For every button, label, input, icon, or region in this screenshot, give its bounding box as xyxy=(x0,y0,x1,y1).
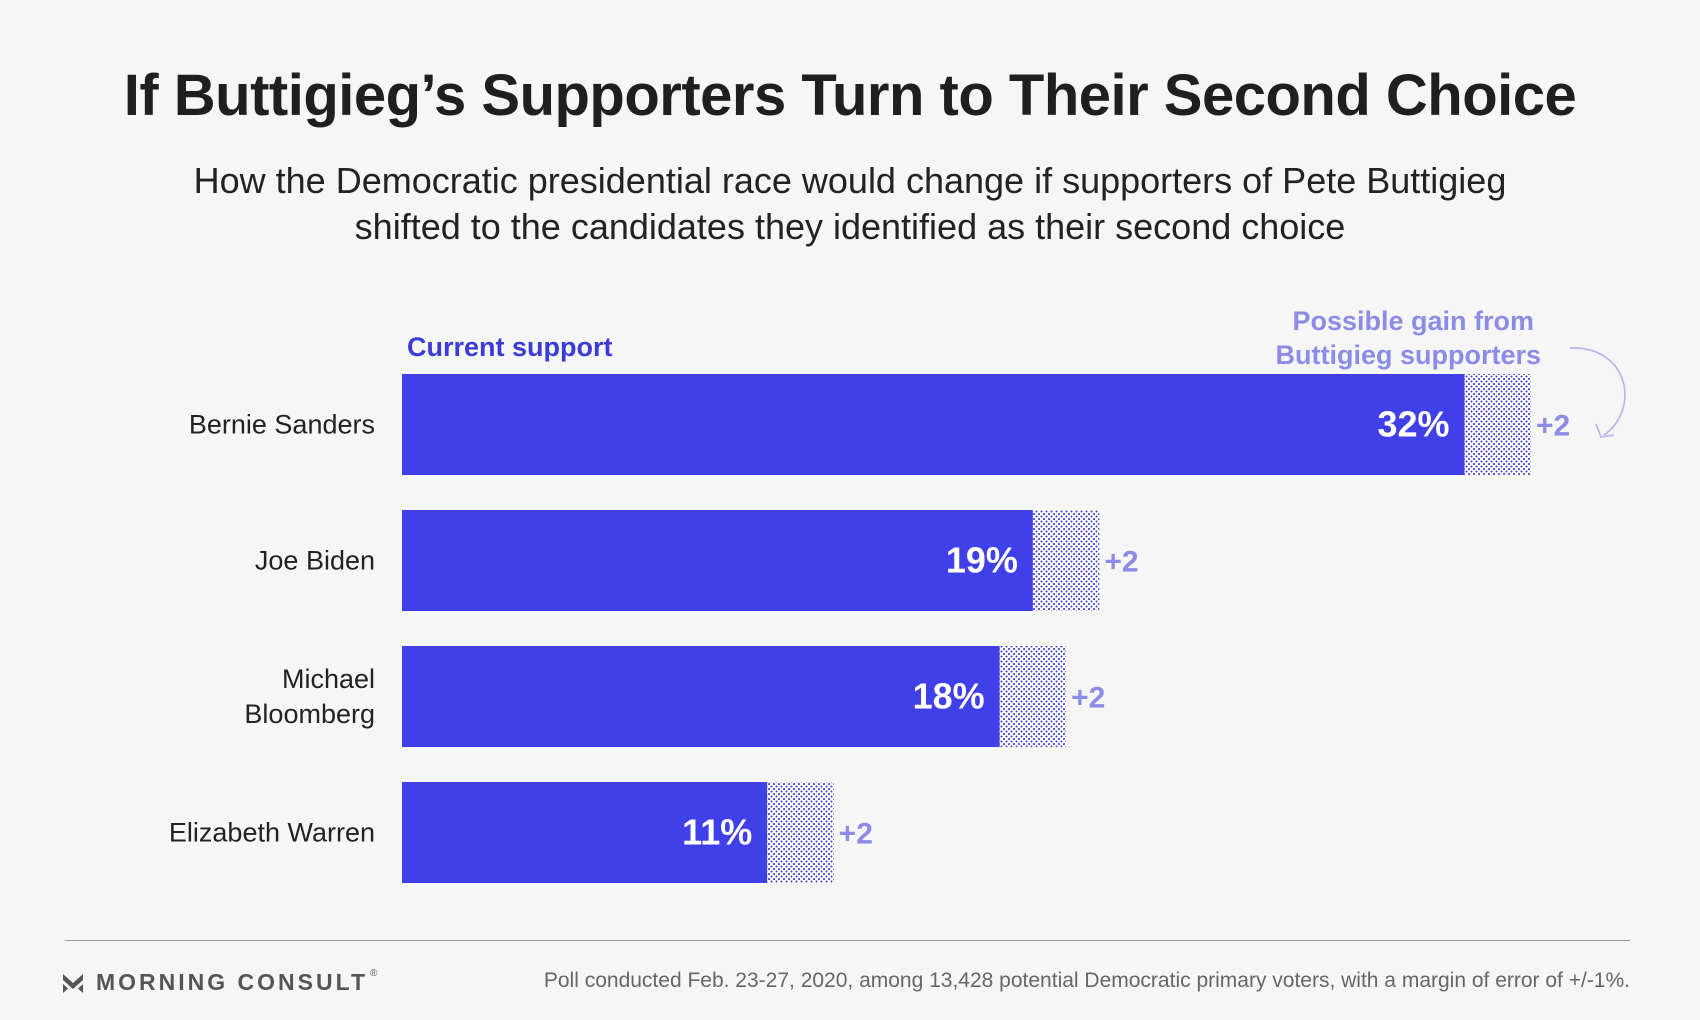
possible-gain-bar xyxy=(999,646,1067,747)
category-label: Joe Biden xyxy=(255,546,375,576)
category-label: Michael Bloomberg xyxy=(244,664,375,729)
legend-arrow xyxy=(1569,347,1626,436)
legend-arrowhead xyxy=(1595,423,1615,438)
possible-gain-bar xyxy=(767,782,834,883)
footer-divider xyxy=(65,940,1630,941)
current-support-bar xyxy=(402,374,1465,475)
possible-gain-value-label: +2 xyxy=(1071,682,1105,715)
source-note: Poll conducted Feb. 23-27, 2020, among 1… xyxy=(543,969,1630,992)
morning-consult-logo: MORNING CONSULT ® xyxy=(62,967,378,995)
chart-subtitle: How the Democratic presidential race wou… xyxy=(193,160,1507,247)
possible-gain-bar xyxy=(1032,510,1100,611)
possible-gain-value-label: +2 xyxy=(839,818,873,851)
current-support-bar xyxy=(402,646,1000,747)
chart-title: If Buttigieg’s Supporters Turn to Their … xyxy=(123,63,1577,128)
current-support-bar xyxy=(402,782,768,883)
legend-gain-line-1: Possible gain from xyxy=(1292,306,1534,336)
category-label: Bernie Sanders xyxy=(189,410,375,440)
logo-trademark: ® xyxy=(370,967,378,979)
current-support-value-label: 32% xyxy=(1378,404,1450,445)
logo-text: MORNING CONSULT xyxy=(96,968,369,995)
category-label: Elizabeth Warren xyxy=(169,818,375,848)
bar-chart: Current support Possible gain from Butti… xyxy=(169,306,1626,883)
current-support-value-label: 18% xyxy=(913,676,985,717)
legend-gain-line-2: Buttigieg supporters xyxy=(1275,340,1541,370)
current-support-value-label: 19% xyxy=(946,540,1018,581)
current-support-value-label: 11% xyxy=(682,812,752,853)
legend-current-support: Current support xyxy=(407,332,613,362)
current-support-bar xyxy=(402,510,1033,611)
morning-consult-m-icon xyxy=(63,974,83,993)
possible-gain-value-label: +2 xyxy=(1536,410,1570,443)
possible-gain-value-label: +2 xyxy=(1104,546,1138,579)
possible-gain-bar xyxy=(1464,374,1531,475)
